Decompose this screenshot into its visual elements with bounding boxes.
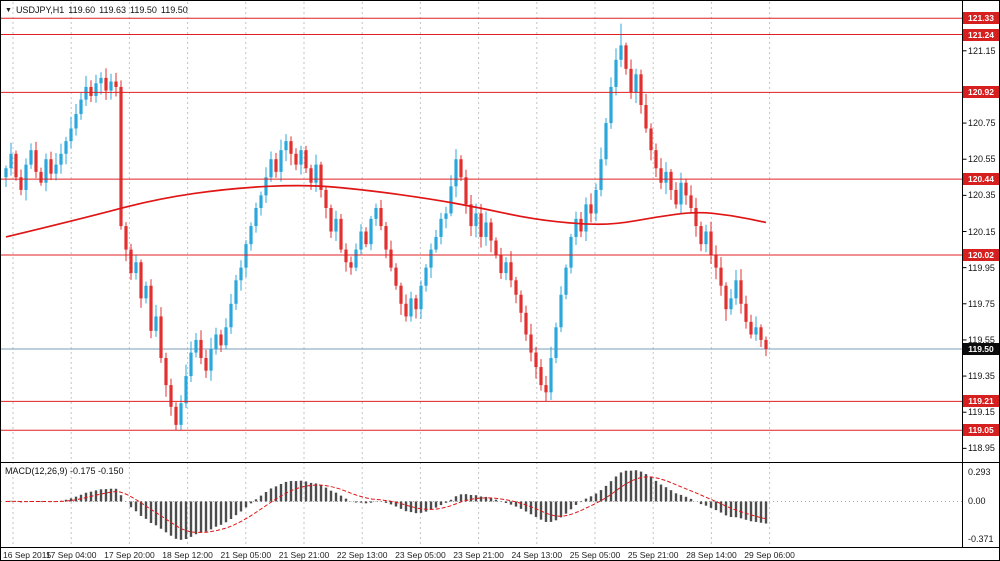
macd-axis[interactable]: 0.293 0.00 -0.371	[963, 1, 999, 549]
macd-tick-label: -0.371	[968, 534, 994, 544]
current-price-badge: 119.50	[963, 342, 999, 355]
price-tick-label: 119.35	[968, 371, 995, 382]
macd-layer	[1, 470, 962, 540]
price-tick-label: 121.15	[968, 45, 996, 56]
time-axis-label: 23 Sep 21:00	[453, 550, 504, 560]
time-axis-label: 17 Sep 20:00	[104, 550, 155, 560]
price-tick-label: 120.15	[968, 226, 996, 237]
time-axis-label: 16 Sep 2015	[3, 550, 52, 560]
time-axis-label: 18 Sep 12:00	[162, 550, 213, 560]
price-level-badge: 120.92	[963, 86, 999, 99]
time-axis-label: 22 Sep 13:00	[336, 550, 388, 560]
time-axis-label: 29 Sep 06:00	[744, 550, 795, 560]
price-level-badge: 121.24	[963, 28, 999, 41]
ohlc-low: 119.50	[130, 5, 157, 15]
time-axis-label: 28 Sep 14:00	[686, 550, 737, 560]
price-level-badge: 121.33	[963, 12, 999, 25]
time-axis-label: 17 Sep 04:00	[45, 550, 97, 560]
price-level-badge: 119.05	[963, 424, 999, 437]
time-axis-label: 23 Sep 05:00	[395, 550, 446, 560]
time-axis-label: 25 Sep 05:00	[569, 550, 621, 560]
price-level-badge: 120.44	[963, 173, 999, 186]
price-axis[interactable]: 121.15 120.75 120.55 120.35 120.15 119.95 119.…	[963, 1, 999, 549]
macd-indicator-label: MACD(12,26,9) -0.175 -0.150	[5, 466, 124, 476]
price-tick-label: 119.95	[968, 262, 995, 273]
time-axis-label: 21 Sep 05:00	[220, 550, 272, 560]
price-tick-label: 119.75	[968, 298, 995, 309]
price-tick-label: 120.75	[968, 118, 996, 129]
moving-average-line	[5, 184, 767, 238]
price-tick-label: 118.95	[968, 443, 995, 454]
macd-tick-label: 0.00	[968, 496, 986, 507]
candles-layer	[4, 23, 768, 431]
time-axis[interactable]: 16 Sep 2015 17 Sep 04:00 17 Sep 20:00 18 Se…	[1, 549, 999, 560]
price-tick-label: 119.55	[968, 334, 995, 345]
symbol-marker-icon: ▼	[5, 6, 12, 14]
ohlc-close: 119.50	[160, 5, 188, 15]
ohlc-open: 119.60	[68, 5, 96, 15]
chart-title: ▼ USDJPY,H1 119.60 119.63 119.50 119.50	[5, 5, 188, 15]
panel-frame	[1, 1, 999, 548]
price-tick-label: 120.55	[968, 154, 996, 165]
macd-tick-label: 0.293	[968, 466, 991, 477]
time-axis-label: 25 Sep 21:00	[627, 550, 679, 560]
grid-lines-layer	[12, 2, 771, 548]
price-level-badge: 119.21	[963, 395, 999, 408]
symbol-timeframe: USDJPY,H1	[15, 5, 65, 15]
time-axis-label: 24 Sep 13:00	[511, 550, 563, 560]
time-axis-label: 21 Sep 21:00	[278, 550, 330, 560]
price-tick-label: 120.35	[968, 190, 996, 201]
price-tick-label: 119.15	[968, 407, 995, 418]
ohlc-high: 119.63	[99, 5, 127, 15]
price-level-badge: 120.02	[963, 248, 999, 261]
price-level-lines	[1, 17, 962, 431]
